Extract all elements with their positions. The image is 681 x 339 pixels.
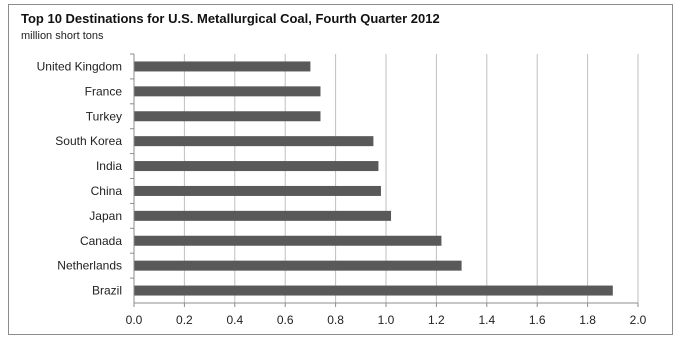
x-tick-label: 2.0 — [630, 313, 647, 327]
x-tick-label: 1.4 — [478, 313, 495, 327]
x-tick-label: 0.2 — [176, 313, 193, 327]
tick-labels: 0.0 0.2 0.4 0.6 0.8 1.0 1.2 1.4 1.6 1.8 2.0 — [126, 313, 647, 327]
bar — [134, 61, 311, 72]
category-label: India — [96, 159, 122, 173]
bar — [134, 210, 392, 221]
category-label: Brazil — [92, 284, 122, 298]
bar — [134, 285, 613, 296]
bar — [134, 111, 321, 122]
bar — [134, 136, 374, 147]
x-tick-label: 1.8 — [579, 313, 596, 327]
x-tick-label: 1.0 — [378, 313, 395, 327]
category-label: United Kingdom — [37, 59, 122, 73]
axes — [130, 53, 639, 307]
x-tick-label: 0.0 — [126, 313, 143, 327]
category-label: Turkey — [86, 109, 122, 123]
x-tick-label: 0.6 — [277, 313, 294, 327]
category-label: Canada — [80, 234, 122, 248]
category-label: France — [85, 84, 123, 98]
category-labels: United Kingdom France Turkey South Korea Ind… — [37, 59, 123, 297]
bar — [134, 86, 321, 97]
bar — [134, 235, 442, 246]
bars — [134, 61, 613, 296]
x-tick-label: 1.2 — [428, 313, 445, 327]
bar — [134, 260, 462, 271]
bar — [134, 161, 379, 172]
x-tick-label: 0.4 — [226, 313, 243, 327]
category-label: Netherlands — [57, 259, 122, 273]
category-label: Japan — [89, 209, 122, 223]
category-label: South Korea — [55, 134, 122, 148]
category-label: China — [91, 184, 123, 198]
x-tick-label: 0.8 — [327, 313, 344, 327]
chart-title: Top 10 Destinations for U.S. Metallurgic… — [21, 11, 440, 26]
bar — [134, 185, 381, 196]
chart-subtitle: million short tons — [21, 30, 104, 42]
x-tick-label: 1.6 — [529, 313, 546, 327]
